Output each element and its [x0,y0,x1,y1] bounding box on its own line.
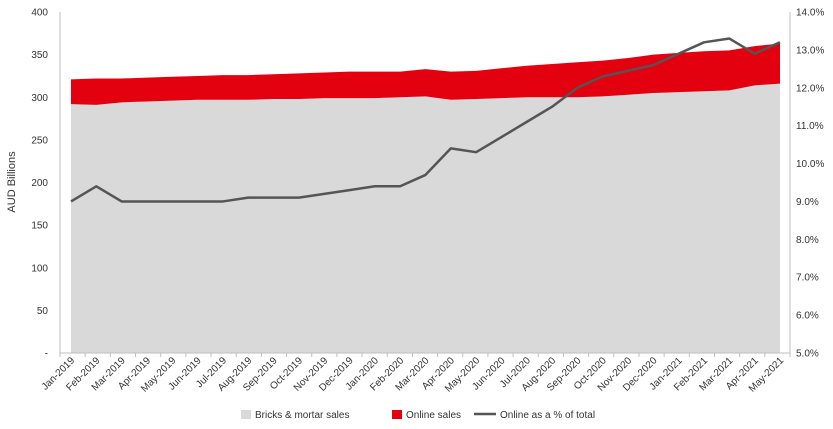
legend-item: Bricks & mortar sales [241,410,349,421]
y-tick-label: 50 [37,306,49,317]
y2-tick-label: 13.0% [796,45,824,56]
legend-item: Online as a % of total [474,410,595,421]
y2-tick-label: 8.0% [796,235,819,246]
y-tick-label: 350 [31,50,48,61]
y-tick-label: 400 [31,8,48,19]
y-tick-label: 300 [31,93,48,104]
y-tick-label: - [45,349,48,360]
y-tick-label: 200 [31,178,48,189]
y2-tick-label: 10.0% [796,159,824,170]
y-axis-ticks: - 50 100 150 200 250 300 350 400 [31,8,48,360]
plot-areas [71,43,780,354]
y2-axis-ticks: 5.0% 6.0% 7.0% 8.0% 9.0% 10.0% 11.0% 12.0% 13.0%… [796,8,824,360]
y-tick-label: 250 [31,135,48,146]
legend-label: Online sales [406,410,461,421]
legend-swatch [392,410,402,419]
y-axis-title: AUD Billions [6,151,18,213]
legend-label: Online as a % of total [500,410,595,421]
x-axis-ticks: Jan-2019Feb-2019Mar-2019Apr-2019May-2019… [40,355,787,395]
y-tick-label: 100 [31,263,48,274]
legend-swatch [241,410,251,419]
legend-item: Online sales [392,410,461,421]
y2-tick-label: 6.0% [796,311,819,322]
legend-label: Bricks & mortar sales [255,410,349,421]
area-bricks-mortar [71,83,780,354]
y2-tick-label: 12.0% [796,83,824,94]
y-tick-label: 150 [31,221,48,232]
axes [59,12,791,357]
y2-tick-label: 11.0% [796,121,824,132]
y2-tick-label: 5.0% [796,349,819,360]
line-layer [70,37,781,203]
y2-tick-label: 7.0% [796,273,819,284]
y2-tick-label: 9.0% [796,197,819,208]
line-online-pct [70,37,781,203]
y2-tick-label: 14.0% [796,8,824,19]
area-online-sales [71,43,780,105]
legend: Bricks & mortar sales Online sales Online … [241,410,595,421]
